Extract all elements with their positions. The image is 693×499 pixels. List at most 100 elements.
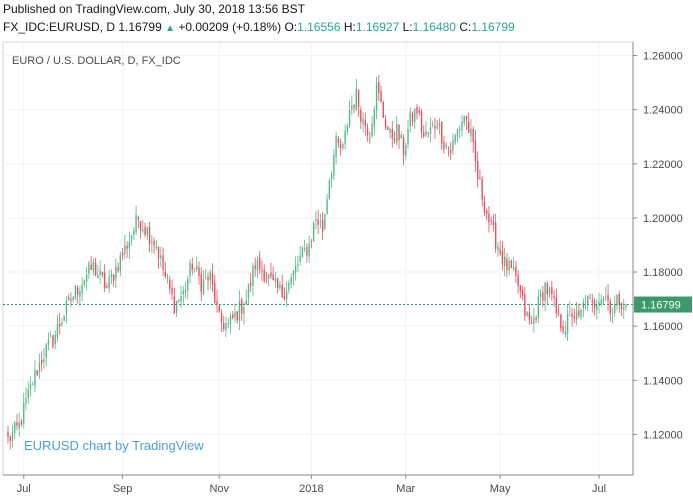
candle-body[interactable] — [306, 247, 308, 256]
candle-body[interactable] — [130, 236, 133, 240]
candle-body[interactable] — [151, 242, 153, 244]
candle-body[interactable] — [526, 311, 528, 316]
candle-body[interactable] — [375, 82, 378, 112]
candle-body[interactable] — [200, 274, 202, 293]
candle-body[interactable] — [530, 322, 533, 324]
candle-body[interactable] — [117, 267, 119, 272]
candle-body[interactable] — [38, 362, 41, 373]
candle-body[interactable] — [198, 267, 200, 277]
candle-body[interactable] — [65, 300, 68, 314]
candle-body[interactable] — [497, 246, 499, 251]
candle-body[interactable] — [14, 422, 16, 433]
candle-body[interactable] — [355, 88, 358, 111]
candle-body[interactable] — [310, 241, 313, 243]
candle-body[interactable] — [533, 317, 535, 324]
candle-body[interactable] — [20, 421, 23, 425]
candle-body[interactable] — [274, 278, 277, 282]
candle-body[interactable] — [232, 314, 234, 319]
candle-body[interactable] — [263, 270, 265, 282]
candle-body[interactable] — [133, 230, 135, 235]
candle-body[interactable] — [279, 284, 281, 289]
candle-body[interactable] — [512, 267, 515, 270]
candle-body[interactable] — [7, 431, 9, 437]
candle-body[interactable] — [191, 264, 193, 270]
candle-body[interactable] — [41, 359, 43, 364]
candle-body[interactable] — [218, 305, 220, 312]
candle-body[interactable] — [94, 262, 97, 276]
candle-body[interactable] — [589, 297, 591, 299]
candle-body[interactable] — [402, 137, 405, 156]
candle-body[interactable] — [614, 303, 616, 314]
candle-body[interactable] — [517, 275, 519, 287]
candle-body[interactable] — [34, 369, 36, 387]
candle-body[interactable] — [409, 111, 411, 127]
candle-body[interactable] — [308, 243, 310, 257]
candle-body[interactable] — [214, 282, 216, 304]
candle-body[interactable] — [236, 311, 238, 321]
candle-body[interactable] — [564, 331, 567, 335]
candle-body[interactable] — [623, 307, 625, 310]
candle-body[interactable] — [101, 272, 104, 276]
candle-body[interactable] — [290, 277, 292, 284]
candle-body[interactable] — [256, 260, 259, 271]
candle-body[interactable] — [452, 140, 454, 151]
candle-body[interactable] — [81, 284, 83, 294]
candle-body[interactable] — [36, 370, 38, 376]
candle-body[interactable] — [470, 128, 472, 136]
candle-body[interactable] — [56, 324, 59, 338]
candle-body[interactable] — [160, 255, 162, 259]
candle-body[interactable] — [398, 125, 400, 141]
candle-body[interactable] — [326, 199, 328, 215]
candle-body[interactable] — [317, 219, 319, 225]
candle-body[interactable] — [303, 248, 306, 250]
candle-body[interactable] — [189, 262, 191, 277]
candle-body[interactable] — [459, 128, 461, 131]
candle-body[interactable] — [443, 142, 445, 150]
candle-body[interactable] — [61, 322, 63, 325]
candle-body[interactable] — [29, 383, 32, 389]
candle-body[interactable] — [407, 128, 409, 145]
candle-body[interactable] — [299, 255, 301, 262]
candle-body[interactable] — [450, 150, 452, 153]
candle-body[interactable] — [321, 219, 324, 232]
candle-body[interactable] — [472, 128, 474, 143]
candle-body[interactable] — [618, 293, 620, 306]
candle-body[interactable] — [223, 323, 225, 330]
candle-body[interactable] — [247, 284, 250, 298]
candle-body[interactable] — [92, 261, 95, 272]
candle-body[interactable] — [79, 291, 81, 297]
candle-body[interactable] — [369, 137, 371, 139]
candle-body[interactable] — [351, 105, 353, 110]
candle-body[interactable] — [348, 110, 351, 127]
candle-body[interactable] — [166, 277, 169, 280]
candle-body[interactable] — [18, 423, 20, 429]
candle-body[interactable] — [485, 210, 488, 215]
candle-body[interactable] — [593, 300, 596, 308]
candle-body[interactable] — [607, 294, 609, 301]
candle-body[interactable] — [315, 218, 317, 222]
candle-body[interactable] — [591, 300, 593, 303]
candle-body[interactable] — [483, 201, 486, 214]
candle-body[interactable] — [573, 316, 576, 319]
candle-body[interactable] — [400, 134, 402, 139]
candle-body[interactable] — [182, 290, 184, 295]
candle-body[interactable] — [346, 126, 349, 133]
candle-body[interactable] — [137, 217, 140, 220]
candle-body[interactable] — [598, 301, 600, 306]
candle-body[interactable] — [238, 301, 241, 321]
candle-body[interactable] — [387, 126, 389, 131]
candle-body[interactable] — [128, 241, 131, 249]
candle-body[interactable] — [378, 81, 380, 94]
candle-body[interactable] — [519, 285, 522, 292]
candle-body[interactable] — [393, 138, 396, 141]
candle-body[interactable] — [70, 299, 72, 301]
candle-body[interactable] — [456, 129, 459, 137]
candle-body[interactable] — [324, 213, 326, 230]
candle-body[interactable] — [506, 258, 508, 271]
candle-body[interactable] — [562, 326, 564, 332]
candle-body[interactable] — [99, 270, 101, 275]
candle-body[interactable] — [52, 335, 54, 348]
candle-body[interactable] — [261, 270, 263, 272]
candle-body[interactable] — [67, 296, 70, 300]
candle-body[interactable] — [584, 304, 587, 306]
